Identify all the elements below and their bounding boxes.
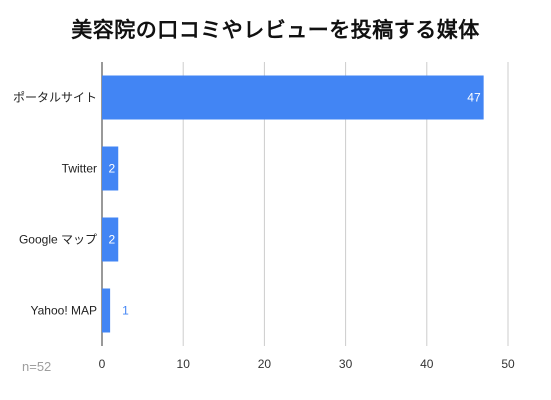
data-label: 2 (109, 162, 116, 176)
category-label: Google マップ (19, 233, 97, 247)
category-label: ポータルサイト (13, 91, 97, 105)
category-label: Twitter (62, 162, 97, 176)
category-label: Yahoo! MAP (31, 304, 97, 318)
x-tick-label: 30 (339, 357, 353, 371)
data-label: 1 (122, 304, 129, 318)
x-tick-label: 10 (177, 357, 191, 371)
bar (102, 146, 119, 191)
chart-title: 美容院の口コミやレビューを投稿する媒体 (71, 18, 480, 42)
x-tick-label: 50 (501, 357, 515, 371)
data-label: 47 (467, 91, 481, 105)
bar (102, 217, 119, 262)
x-tick-label: 20 (258, 357, 272, 371)
x-tick-label: 40 (420, 357, 434, 371)
bar (102, 75, 484, 120)
sample-size-note: n=52 (22, 359, 52, 374)
bar (102, 288, 111, 333)
data-label: 2 (109, 233, 116, 247)
x-tick-label: 0 (99, 357, 106, 371)
